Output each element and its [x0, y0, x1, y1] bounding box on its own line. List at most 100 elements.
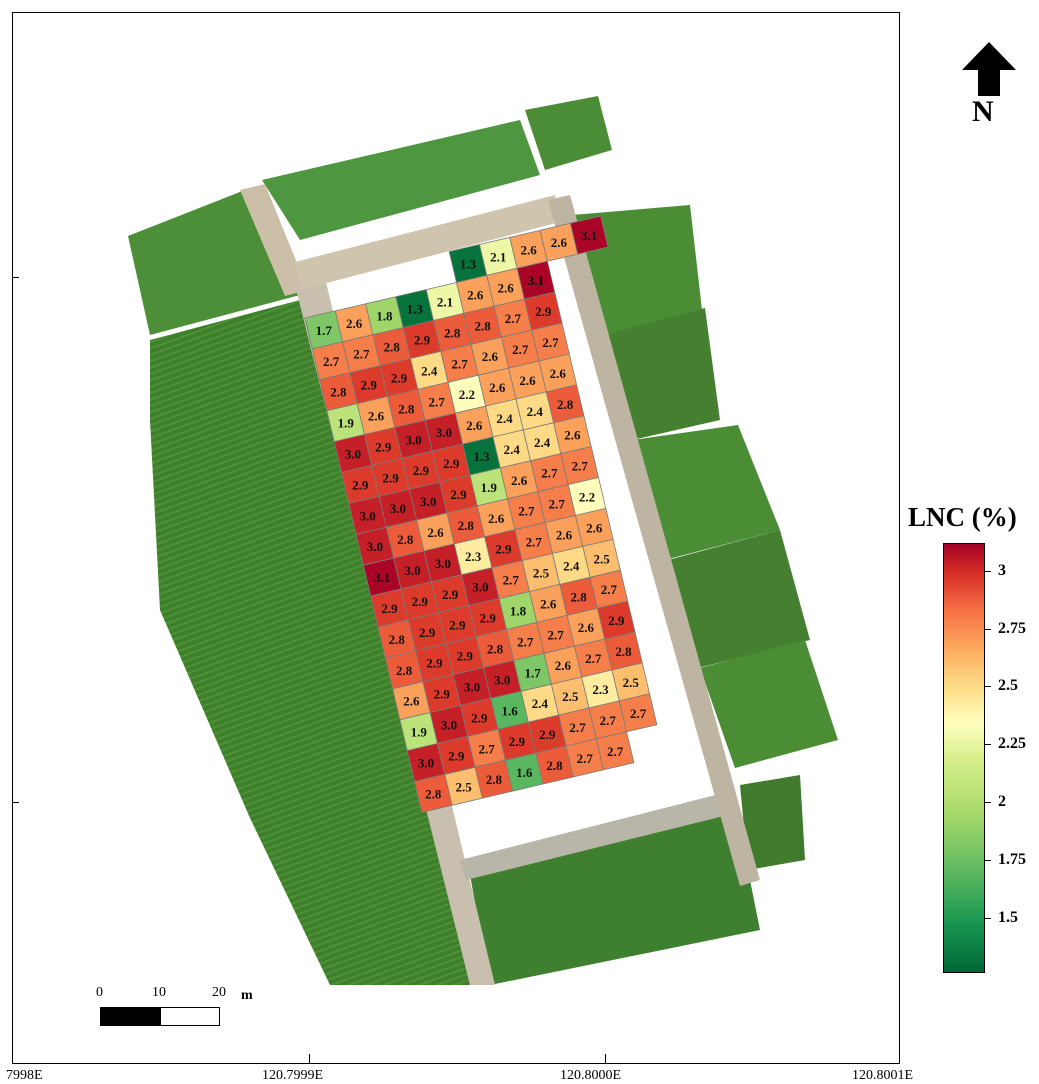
plot-value-label: 1.3 — [407, 302, 424, 317]
plot-cell — [595, 731, 635, 771]
scale-label: 20 — [212, 985, 226, 1000]
plot-value-label: 3.0 — [404, 563, 420, 578]
plot-value-label: 1.7 — [524, 665, 541, 680]
colorbar-tick — [985, 628, 991, 630]
plot-value-label: 2.5 — [533, 566, 550, 581]
plot-value-label: 1.8 — [510, 604, 527, 619]
legend-title: LNC (%) — [908, 502, 1017, 532]
plot-value-label: 2.9 — [495, 542, 512, 557]
plot-value-label: 2.5 — [593, 551, 610, 566]
plot-value-label: 3.0 — [441, 718, 457, 733]
plot-value-label: 2.6 — [551, 235, 568, 250]
plot-value-label: 2.7 — [428, 394, 445, 409]
plot-value-label: 2.6 — [482, 349, 499, 364]
colorbar — [943, 543, 985, 973]
plot-value-label: 2.4 — [563, 558, 580, 573]
plot-value-label: 1.6 — [501, 703, 518, 718]
plot-value-label: 2.9 — [443, 456, 460, 471]
plot-value-label: 2.6 — [550, 366, 567, 381]
plot-value-label: 2.8 — [330, 385, 347, 400]
longitude-tick — [605, 1054, 606, 1064]
plot-value-label: 2.1 — [490, 249, 506, 264]
plot-value-label: 2.9 — [426, 656, 443, 671]
plot-value-label: 2.9 — [509, 734, 526, 749]
plot-value-label: 1.9 — [338, 416, 355, 431]
plot-value-label: 2.7 — [526, 535, 543, 550]
plot-value-label: 2.8 — [458, 518, 475, 533]
plot-value-label: 2.3 — [465, 549, 482, 564]
plot-value-label: 2.6 — [346, 316, 363, 331]
plot-value-label: 1.6 — [516, 765, 533, 780]
plot-value-label: 2.5 — [455, 779, 472, 794]
plot-value-label: 2.7 — [517, 634, 534, 649]
plot-value-label: 3.0 — [405, 432, 421, 447]
plot-value-label: 2.7 — [518, 504, 535, 519]
plot-value-label: 3.0 — [472, 580, 488, 595]
plot-value-label: 2.9 — [375, 439, 392, 454]
plot-value-label: 2.6 — [540, 596, 557, 611]
plot-value-label: 3.0 — [494, 672, 510, 687]
plot-value-label: 3.1 — [528, 273, 544, 288]
plot-value-label: 2.6 — [467, 287, 484, 302]
plot-value-label: 2.6 — [519, 373, 536, 388]
plot-value-label: 2.9 — [442, 587, 459, 602]
colorbar-tick — [985, 686, 991, 688]
longitude-tick — [899, 1054, 900, 1064]
plot-value-label: 2.9 — [352, 477, 369, 492]
plot-value-label: 2.9 — [457, 649, 474, 664]
plot-value-label: 2.8 — [397, 532, 414, 547]
plot-value-label: 3.0 — [359, 508, 375, 523]
latitude-tick — [12, 277, 19, 278]
north-label: N — [972, 95, 994, 128]
plot-value-label: 2.7 — [323, 354, 340, 369]
longitude-label: 120.8001E — [852, 1068, 914, 1083]
plot-value-label: 2.8 — [444, 325, 461, 340]
plot-value-label: 2.6 — [556, 528, 573, 543]
plot-value-label: 1.9 — [411, 725, 428, 740]
plot-value-label: 1.8 — [376, 309, 393, 324]
plot-value-label: 2.9 — [382, 470, 399, 485]
plot-value-label: 2.4 — [421, 363, 438, 378]
plot-value-label: 2.7 — [569, 720, 586, 735]
plot-value-label: 2.6 — [466, 418, 483, 433]
latitude-tick — [12, 802, 19, 803]
plot-value-label: 2.9 — [391, 371, 408, 386]
plot-value-label: 2.6 — [511, 473, 528, 488]
longitude-label: 120.7999E — [262, 1068, 324, 1083]
scale-label: 0 — [96, 985, 103, 1000]
plot-value-label: 3.0 — [436, 425, 452, 440]
plot-value-label: 2.8 — [389, 632, 406, 647]
plot-value-label: 2.5 — [562, 689, 579, 704]
longitude-label: 120.8000E — [560, 1068, 622, 1083]
plot-value-label: 2.8 — [570, 589, 587, 604]
plot-value-label: 2.6 — [427, 525, 444, 540]
plot-value-label: 2.8 — [486, 772, 503, 787]
longitude-tick — [309, 1054, 310, 1064]
plot-value-label: 2.6 — [555, 658, 572, 673]
plot-value-label: 2.4 — [504, 442, 521, 457]
colorbar-tick — [985, 570, 991, 572]
plot-value-label: 2.9 — [480, 611, 497, 626]
plot-value-label: 1.3 — [460, 257, 477, 272]
plot-value-label: 2.4 — [532, 696, 549, 711]
plot-value-label: 2.3 — [592, 682, 609, 697]
plot-value-label: 2.9 — [361, 378, 378, 393]
plot-value-label: 2.7 — [630, 706, 647, 721]
plot-value-label: 2.6 — [520, 242, 537, 257]
colorbar-tick — [985, 859, 991, 861]
plot-cell — [569, 215, 609, 255]
plot-value-label: 2.7 — [541, 466, 558, 481]
plot-value-label: 2.2 — [579, 490, 595, 505]
colorbar-tick-label: 2 — [998, 792, 1006, 810]
north-arrow-icon — [962, 42, 1016, 96]
plot-value-label: 3.0 — [420, 494, 436, 509]
colorbar-tick-label: 1.75 — [998, 850, 1026, 868]
plot-value-label: 2.8 — [546, 758, 563, 773]
plot-value-label: 2.9 — [434, 687, 451, 702]
plot-value-label: 2.8 — [487, 642, 504, 657]
plot-value-label: 2.7 — [542, 335, 559, 350]
plot-value-label: 2.9 — [471, 710, 488, 725]
colorbar-tick — [985, 917, 991, 919]
plot-value-label: 2.9 — [413, 463, 430, 478]
